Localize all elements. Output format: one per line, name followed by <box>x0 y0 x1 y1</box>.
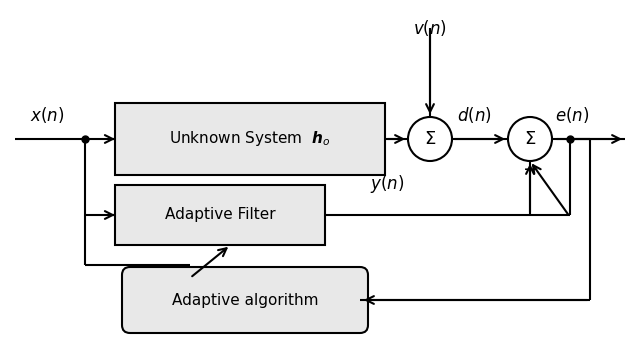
Text: $-$: $-$ <box>522 158 538 177</box>
Text: Adaptive Filter: Adaptive Filter <box>164 207 275 222</box>
Bar <box>115 103 385 175</box>
Text: $e(n)$: $e(n)$ <box>555 105 589 125</box>
Text: $x(n)$: $x(n)$ <box>30 105 65 125</box>
Text: Unknown System  $\boldsymbol{h}_o$: Unknown System $\boldsymbol{h}_o$ <box>170 130 331 149</box>
Text: $\Sigma$: $\Sigma$ <box>524 130 536 148</box>
Text: Adaptive algorithm: Adaptive algorithm <box>172 293 318 308</box>
Text: $v(n)$: $v(n)$ <box>413 18 447 38</box>
Text: $\Sigma$: $\Sigma$ <box>424 130 436 148</box>
Circle shape <box>508 117 552 161</box>
Circle shape <box>408 117 452 161</box>
Bar <box>115 185 325 245</box>
Text: $d(n)$: $d(n)$ <box>457 105 492 125</box>
Text: $y(n)$: $y(n)$ <box>370 173 404 195</box>
FancyBboxPatch shape <box>122 267 368 333</box>
